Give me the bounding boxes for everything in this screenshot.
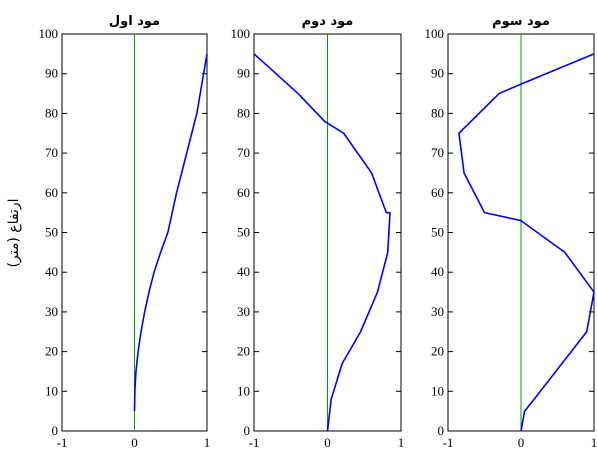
x-tick-label: 0 <box>324 435 331 450</box>
y-tick-label: 80 <box>431 105 444 120</box>
mode-shape-line <box>458 53 595 432</box>
y-tick-label: 10 <box>45 383 58 398</box>
y-tick-label: 40 <box>431 264 444 279</box>
x-tick-label: -1 <box>249 435 260 450</box>
y-tick-label: 10 <box>237 383 250 398</box>
mode-shape-line <box>133 53 208 412</box>
y-tick-label: 50 <box>431 225 444 240</box>
y-tick-label: 80 <box>237 105 250 120</box>
y-tick-label: 30 <box>237 304 250 319</box>
y-tick-label: 50 <box>45 225 58 240</box>
y-tick-label: 40 <box>45 264 58 279</box>
y-tick-label: 70 <box>237 145 250 160</box>
y-tick-label: 40 <box>237 264 250 279</box>
y-tick-label: 70 <box>45 145 58 160</box>
y-tick-label: 90 <box>45 66 58 81</box>
y-tick-label: 0 <box>438 423 445 438</box>
y-tick-label: 0 <box>52 423 59 438</box>
y-tick-label: 20 <box>237 344 250 359</box>
x-tick-label: 0 <box>518 435 525 450</box>
y-tick-label: 30 <box>45 304 58 319</box>
x-tick-label: 1 <box>591 435 597 450</box>
y-tick-label: 90 <box>237 66 250 81</box>
subplot-title: مود اول <box>109 14 160 29</box>
y-tick-label: 90 <box>431 66 444 81</box>
y-tick-label: 100 <box>425 26 445 41</box>
subplot-title: مود دوم <box>302 14 354 29</box>
y-tick-label: 20 <box>431 344 444 359</box>
y-tick-label: 0 <box>244 423 251 438</box>
y-tick-label: 60 <box>45 185 58 200</box>
y-tick-label: 100 <box>231 26 251 41</box>
y-tick-label: 80 <box>45 105 58 120</box>
y-tick-label: 70 <box>431 145 444 160</box>
y-tick-label: 10 <box>431 383 444 398</box>
x-tick-label: -1 <box>443 435 454 450</box>
x-tick-label: -1 <box>57 435 68 450</box>
y-tick-label: 100 <box>39 26 59 41</box>
x-tick-label: 0 <box>131 435 138 450</box>
x-tick-label: 1 <box>398 435 405 450</box>
y-tick-label: 60 <box>237 185 250 200</box>
y-tick-label: 30 <box>431 304 444 319</box>
subplot-title: مود سوم <box>492 14 550 29</box>
y-tick-label: 20 <box>45 344 58 359</box>
y-tick-label: 60 <box>431 185 444 200</box>
y-tick-label: 50 <box>237 225 250 240</box>
x-tick-label: 1 <box>204 435 211 450</box>
mode-shape-line <box>253 53 391 432</box>
y-axis-label: ارتفاع (متر) <box>6 198 22 267</box>
